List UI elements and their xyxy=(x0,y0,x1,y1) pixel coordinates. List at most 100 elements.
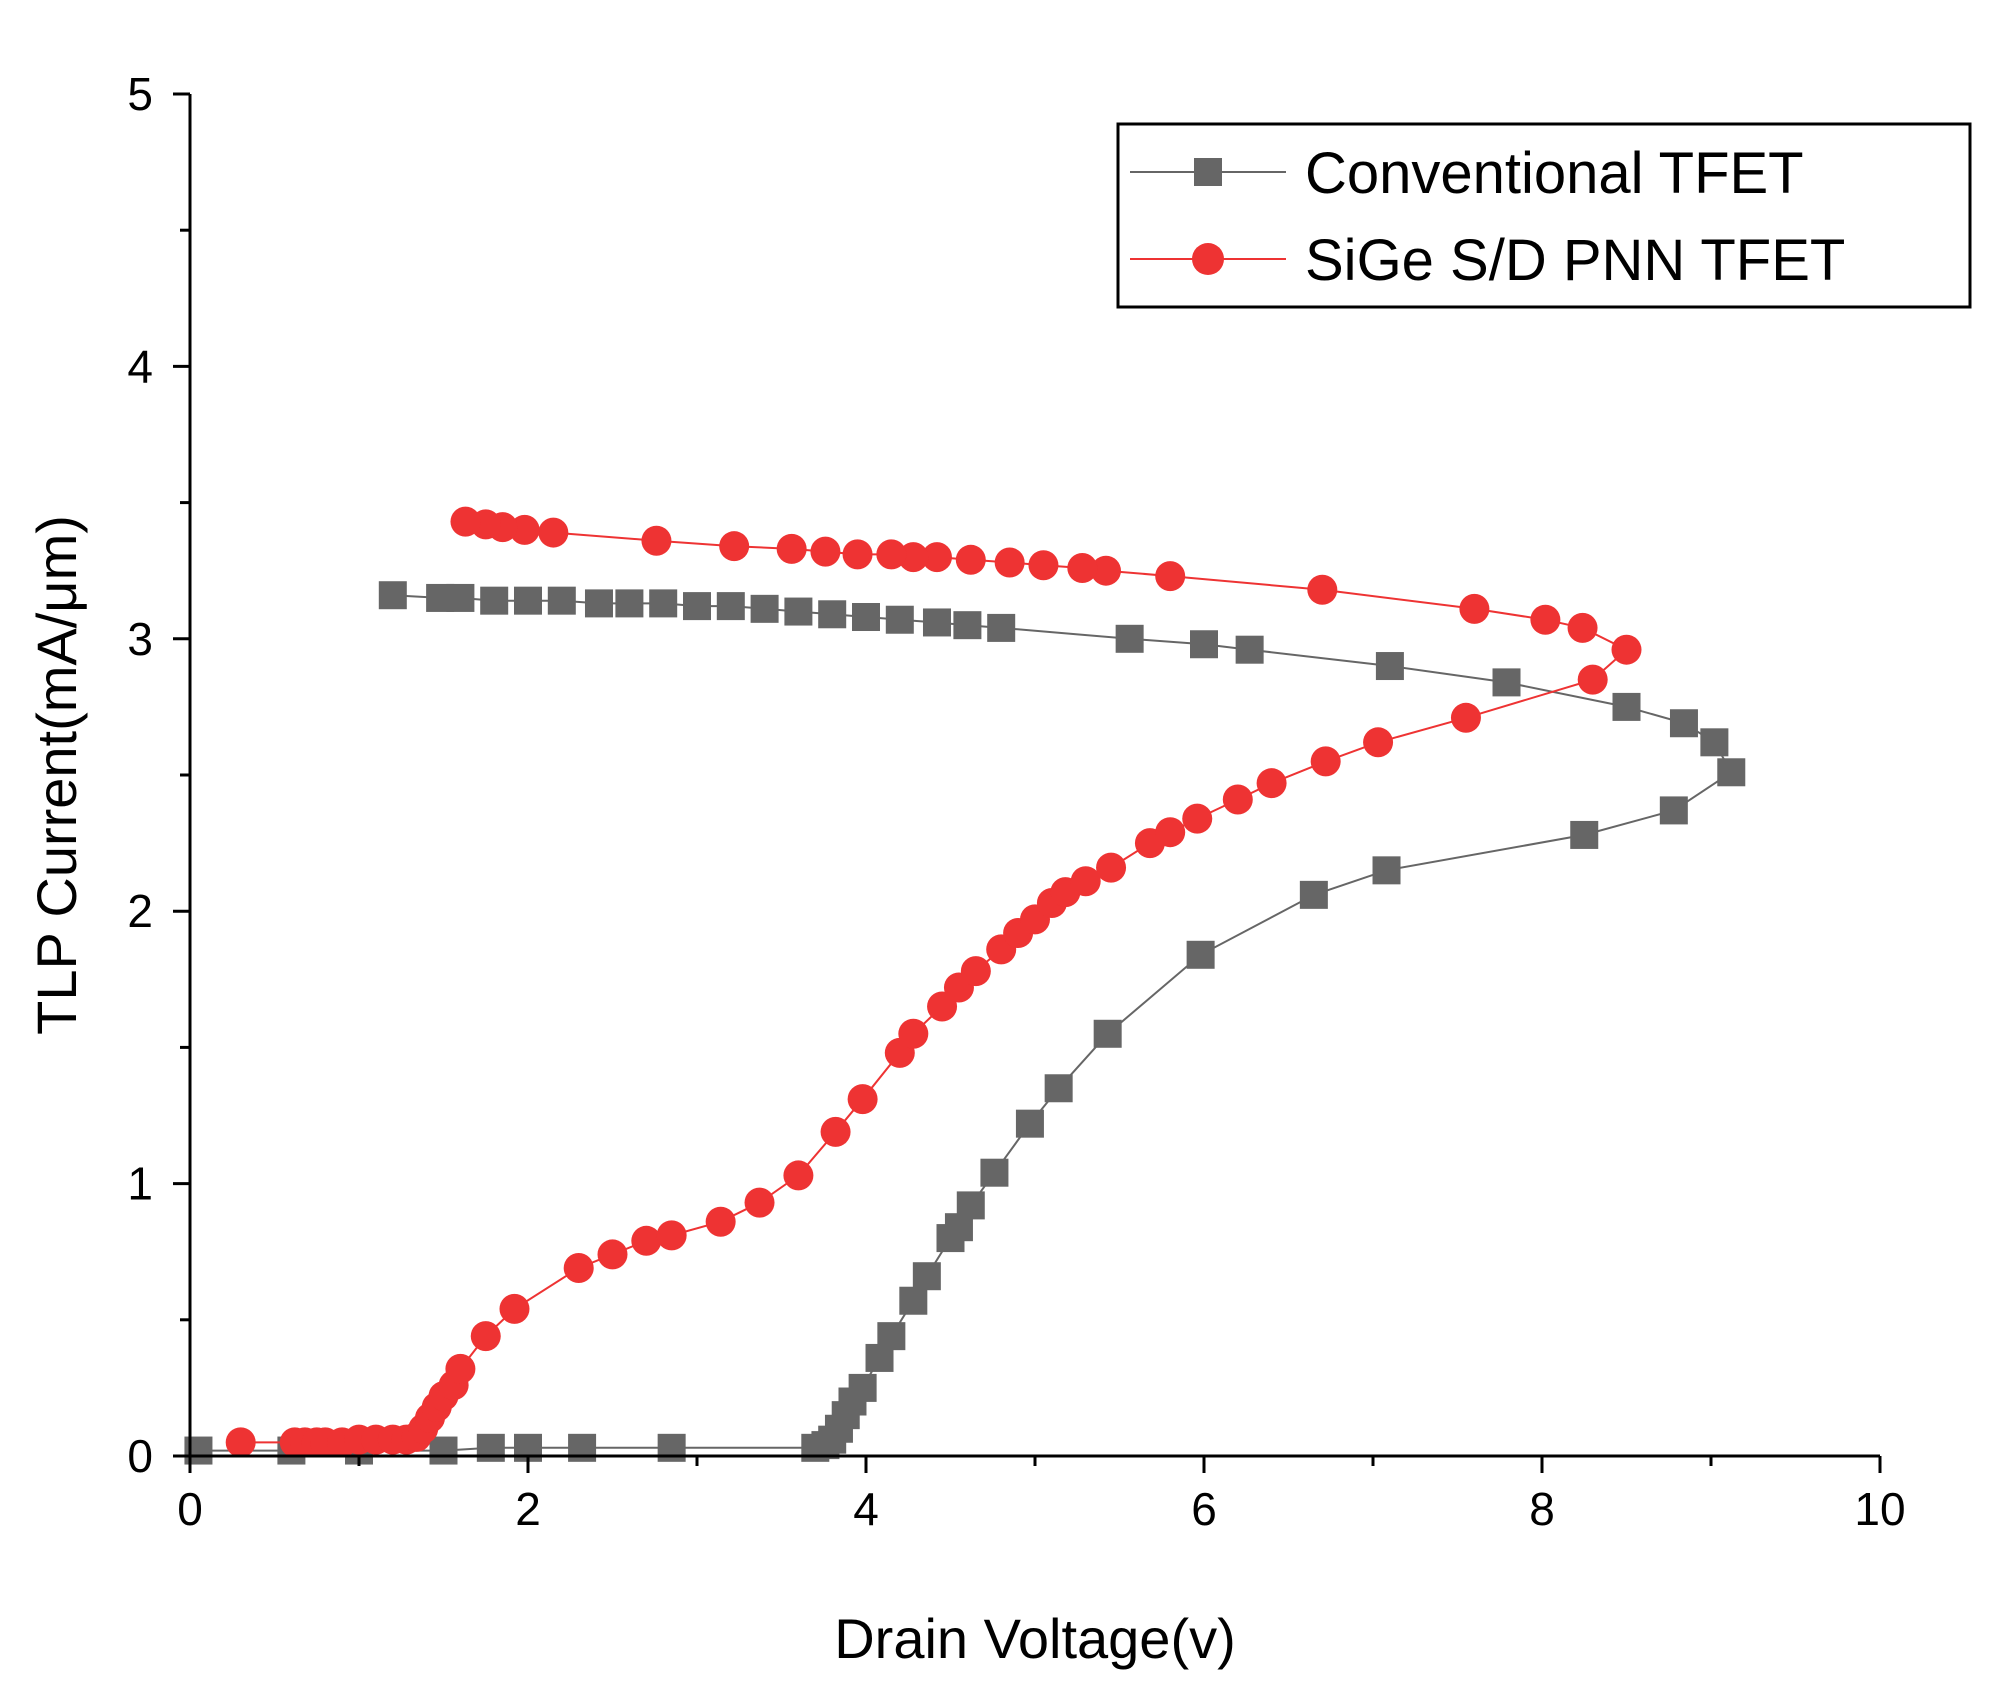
data-point xyxy=(1093,1019,1122,1048)
data-point xyxy=(1700,728,1729,757)
legend-marker-sige xyxy=(1192,243,1224,275)
data-point xyxy=(597,1239,628,1270)
x-tick-label: 4 xyxy=(853,1483,879,1535)
x-tick-label: 6 xyxy=(1191,1483,1217,1535)
data-point xyxy=(842,539,873,570)
data-point xyxy=(1028,550,1059,581)
data-point xyxy=(450,506,481,537)
x-tick-label: 10 xyxy=(1854,1483,1905,1535)
data-point xyxy=(960,956,991,987)
y-tick-label: 1 xyxy=(127,1158,153,1210)
data-point xyxy=(955,544,986,575)
data-point xyxy=(514,586,542,615)
data-point xyxy=(980,1158,1009,1187)
data-point xyxy=(776,533,807,564)
data-point xyxy=(657,1433,686,1462)
data-point xyxy=(631,1225,662,1256)
y-axis-title: TLP Current(mA/μm) xyxy=(25,515,88,1035)
data-point xyxy=(1067,552,1098,583)
data-point xyxy=(445,1353,476,1384)
data-point xyxy=(509,514,540,545)
data-point xyxy=(1450,702,1481,733)
series-1 xyxy=(225,506,1642,1458)
data-point xyxy=(584,589,613,618)
data-point xyxy=(1299,880,1328,909)
x-tick-label: 0 xyxy=(177,1483,203,1535)
data-point xyxy=(1155,561,1186,592)
data-point xyxy=(953,611,982,640)
series-line xyxy=(198,594,1733,1452)
data-point xyxy=(1235,635,1264,664)
data-point xyxy=(1190,630,1218,659)
data-point xyxy=(848,1373,877,1402)
data-point xyxy=(921,542,952,573)
data-point xyxy=(1186,940,1215,969)
data-point xyxy=(810,536,841,567)
y-tick-label: 0 xyxy=(127,1430,153,1482)
data-point xyxy=(1492,668,1521,697)
data-point xyxy=(719,531,750,562)
data-point xyxy=(818,600,847,629)
legend-marker-conventional xyxy=(1194,158,1222,186)
legend-label-conventional: Conventional TFET xyxy=(1305,141,1804,206)
data-point xyxy=(1375,652,1404,681)
x-axis-title: Drain Voltage(v) xyxy=(834,1607,1236,1670)
data-point xyxy=(1015,1109,1044,1138)
data-point xyxy=(1044,1074,1073,1103)
data-point xyxy=(1096,852,1127,883)
data-point xyxy=(499,1293,530,1324)
data-point xyxy=(885,605,914,634)
data-point xyxy=(568,1433,597,1462)
data-point xyxy=(641,525,672,556)
data-point xyxy=(1612,692,1641,721)
data-point xyxy=(716,592,745,621)
data-point xyxy=(1363,727,1394,758)
x-tick-label: 2 xyxy=(515,1483,541,1535)
axes: 0 2 4 6 8 10 0 1 2 3 4 5 xyxy=(127,68,1905,1535)
data-point xyxy=(1256,768,1287,799)
data-point xyxy=(426,583,455,612)
data-point xyxy=(1611,634,1642,665)
data-point xyxy=(1115,624,1144,653)
data-point xyxy=(1669,709,1698,738)
data-point xyxy=(1182,803,1213,834)
data-point xyxy=(899,1286,928,1315)
data-point xyxy=(476,1433,505,1462)
data-point xyxy=(1459,593,1490,624)
data-point xyxy=(656,1220,687,1251)
data-point xyxy=(847,1084,878,1115)
plot-area xyxy=(184,506,1746,1465)
data-point xyxy=(852,603,880,632)
legend-box xyxy=(1116,122,1972,309)
data-point xyxy=(470,1321,501,1352)
data-point xyxy=(1577,664,1608,695)
data-point xyxy=(750,594,779,623)
x-tick-label: 8 xyxy=(1529,1483,1555,1535)
data-point xyxy=(877,1322,906,1351)
y-tick-label: 3 xyxy=(127,613,153,665)
data-point xyxy=(1310,746,1341,777)
data-point xyxy=(1155,817,1186,848)
data-point xyxy=(820,1116,851,1147)
y-tick-label: 5 xyxy=(127,68,153,120)
data-point xyxy=(1070,866,1101,897)
data-point xyxy=(705,1206,736,1237)
data-point xyxy=(1570,820,1599,849)
data-point xyxy=(1659,796,1688,825)
data-point xyxy=(994,547,1025,578)
data-point xyxy=(538,517,569,548)
data-point xyxy=(429,1436,458,1465)
data-point xyxy=(1222,784,1253,815)
data-point xyxy=(876,539,907,570)
data-point xyxy=(1530,604,1561,635)
data-point xyxy=(898,542,929,573)
data-point xyxy=(547,586,576,615)
data-point xyxy=(783,1160,814,1191)
legend-label-sige: SiGe S/D PNN TFET xyxy=(1305,228,1845,293)
y-tick-label: 2 xyxy=(127,885,153,937)
data-point xyxy=(912,1262,941,1291)
data-point xyxy=(480,586,509,615)
series-0 xyxy=(184,581,1746,1465)
legend: Conventional TFET SiGe S/D PNN TFET xyxy=(1116,122,1972,309)
